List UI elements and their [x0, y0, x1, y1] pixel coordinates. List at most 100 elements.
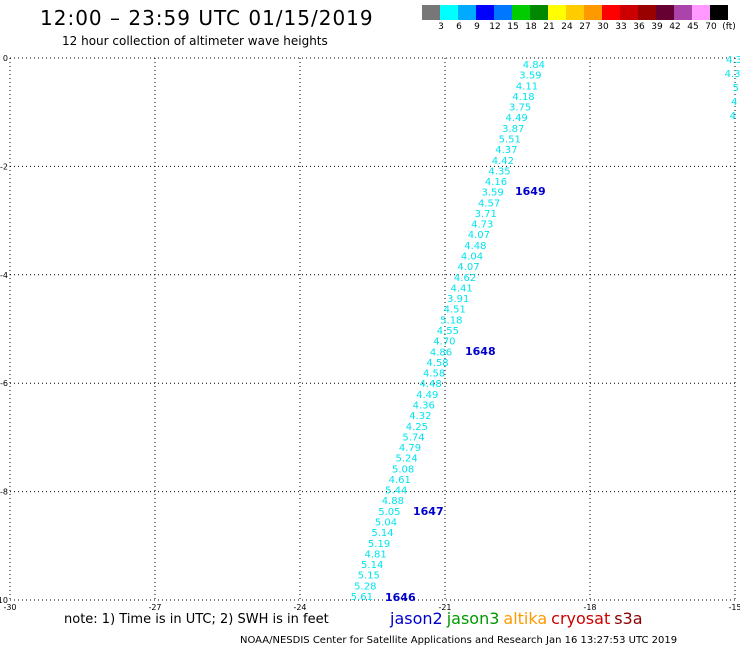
- page-subtitle: 12 hour collection of altimeter wave hei…: [62, 34, 328, 48]
- legend-swatch: [476, 5, 494, 20]
- swh-value: 4.37: [495, 145, 517, 156]
- legend-swatch: [638, 5, 656, 20]
- swh-value: 4.3: [726, 55, 740, 66]
- swh-value: 4.48: [464, 241, 486, 252]
- swh-value: 4.36: [413, 400, 435, 411]
- x-tick-label: -18: [583, 603, 596, 612]
- page-title: 12:00 – 23:59 UTC 01/15/2019: [40, 6, 374, 30]
- swh-value: 5.14: [361, 560, 383, 571]
- swh-value: 4.81: [364, 549, 386, 560]
- satellite-jason2: jason2: [390, 609, 443, 628]
- swh-value: 4.84: [523, 60, 545, 71]
- legend-label: 6: [456, 22, 462, 32]
- swh-value: 4.88: [382, 496, 404, 507]
- swh-value: 4.18: [512, 92, 534, 103]
- swh-value: 3.75: [509, 103, 531, 114]
- pass-label: 1646: [385, 591, 416, 604]
- legend-label: (ft): [722, 22, 736, 32]
- legend-swatch: [422, 5, 440, 20]
- swh-value: 4.49: [506, 113, 528, 124]
- x-tick-label: -15: [728, 603, 740, 612]
- legend-label: 3: [438, 22, 444, 32]
- swh-value: 4.3: [725, 69, 740, 80]
- legend-label: 45: [687, 22, 699, 32]
- y-tick-label: -4: [0, 271, 8, 280]
- swh-value: 4: [731, 97, 737, 108]
- swh-value: 3.59: [481, 188, 503, 199]
- x-tick-label: -24: [293, 603, 306, 612]
- swh-value: 5.18: [440, 315, 462, 326]
- swh-value: 4.16: [485, 177, 507, 188]
- swh-value: 4.04: [461, 252, 483, 263]
- legend-swatch: [440, 5, 458, 20]
- swh-value: 5.14: [371, 528, 393, 539]
- swh-value: 4.07: [468, 230, 490, 241]
- y-tick-label: -2: [0, 162, 8, 171]
- swh-value: 4.41: [450, 283, 472, 294]
- legend-swatch: [548, 5, 566, 20]
- swh-value: 3.59: [519, 71, 541, 82]
- swh-value: 4.58: [423, 369, 445, 380]
- swh-value: 4.32: [409, 411, 431, 422]
- swh-value: 4.48: [420, 379, 442, 390]
- legend-swatch: [512, 5, 530, 20]
- credit-line: NOAA/NESDIS Center for Satellite Applica…: [240, 635, 678, 646]
- pass-label: 1648: [465, 345, 496, 358]
- swh-value: 4.79: [399, 443, 421, 454]
- legend-label: 42: [669, 22, 681, 32]
- legend-label: 70: [705, 22, 717, 32]
- swh-value: 5.61: [351, 592, 373, 603]
- x-tick-label: -30: [3, 603, 16, 612]
- swh-value: 5.51: [499, 134, 521, 145]
- legend-swatch: [710, 5, 728, 20]
- legend-label: 18: [525, 22, 537, 32]
- y-tick-label: -6: [0, 379, 8, 388]
- swh-value: 4.57: [478, 198, 500, 209]
- pass-label: 1649: [515, 185, 546, 198]
- swh-value: 3.91: [447, 294, 469, 305]
- swh-value: 4.61: [389, 475, 411, 486]
- y-tick-label: -8: [0, 488, 8, 497]
- legend-label: 12: [489, 22, 501, 32]
- swh-value: 5.04: [375, 518, 397, 529]
- legend-swatch: [674, 5, 692, 20]
- legend-label: 15: [507, 22, 519, 32]
- satellite-s3a: s3a: [614, 609, 643, 628]
- legend-label: 21: [543, 22, 555, 32]
- swh-value: 5.05: [378, 507, 400, 518]
- legend-swatch: [566, 5, 584, 20]
- swh-value: 5: [733, 83, 739, 94]
- pass-label: 1647: [413, 505, 444, 518]
- legend-label: 33: [615, 22, 627, 32]
- pass-labels: 1649 1648 1647 1646: [385, 185, 546, 604]
- y-tick-label: 0: [3, 54, 8, 63]
- swh-value: 4.58: [426, 358, 448, 369]
- swh-value: 4.62: [454, 273, 476, 284]
- satellite-jason3: jason3: [446, 609, 500, 628]
- legend-label: 27: [579, 22, 591, 32]
- swh-value: 4.11: [516, 81, 538, 92]
- swh-value: 4.49: [416, 390, 438, 401]
- satellite-altika: altika: [503, 609, 548, 628]
- legend-label: 36: [633, 22, 645, 32]
- satellite-cryosat: cryosat: [551, 609, 611, 628]
- color-scale-legend: [422, 5, 728, 20]
- swh-value: 5.15: [358, 571, 380, 582]
- legend-swatch: [458, 5, 476, 20]
- legend-swatch: [494, 5, 512, 20]
- axis-tick-labels: -30 -27 -24 -21 -18 -15 0 -2 -4 -6 -8 -10: [0, 54, 740, 612]
- satellite-legend: jason2 jason3 altika cryosat s3a: [390, 609, 647, 628]
- legend-swatch: [692, 5, 710, 20]
- y-tick-label: -10: [0, 596, 8, 605]
- legend-label: 24: [561, 22, 573, 32]
- swh-value: 4.25: [406, 422, 428, 433]
- swh-value: 5.44: [385, 486, 407, 497]
- swh-value: 4.70: [433, 337, 455, 348]
- legend-swatch: [656, 5, 674, 20]
- swh-value: 5.28: [354, 581, 376, 592]
- swh-value: 4.07: [457, 262, 479, 273]
- swh-value: 4.86: [430, 347, 452, 358]
- legend-label: 30: [597, 22, 609, 32]
- swh-value: 5.24: [395, 454, 417, 465]
